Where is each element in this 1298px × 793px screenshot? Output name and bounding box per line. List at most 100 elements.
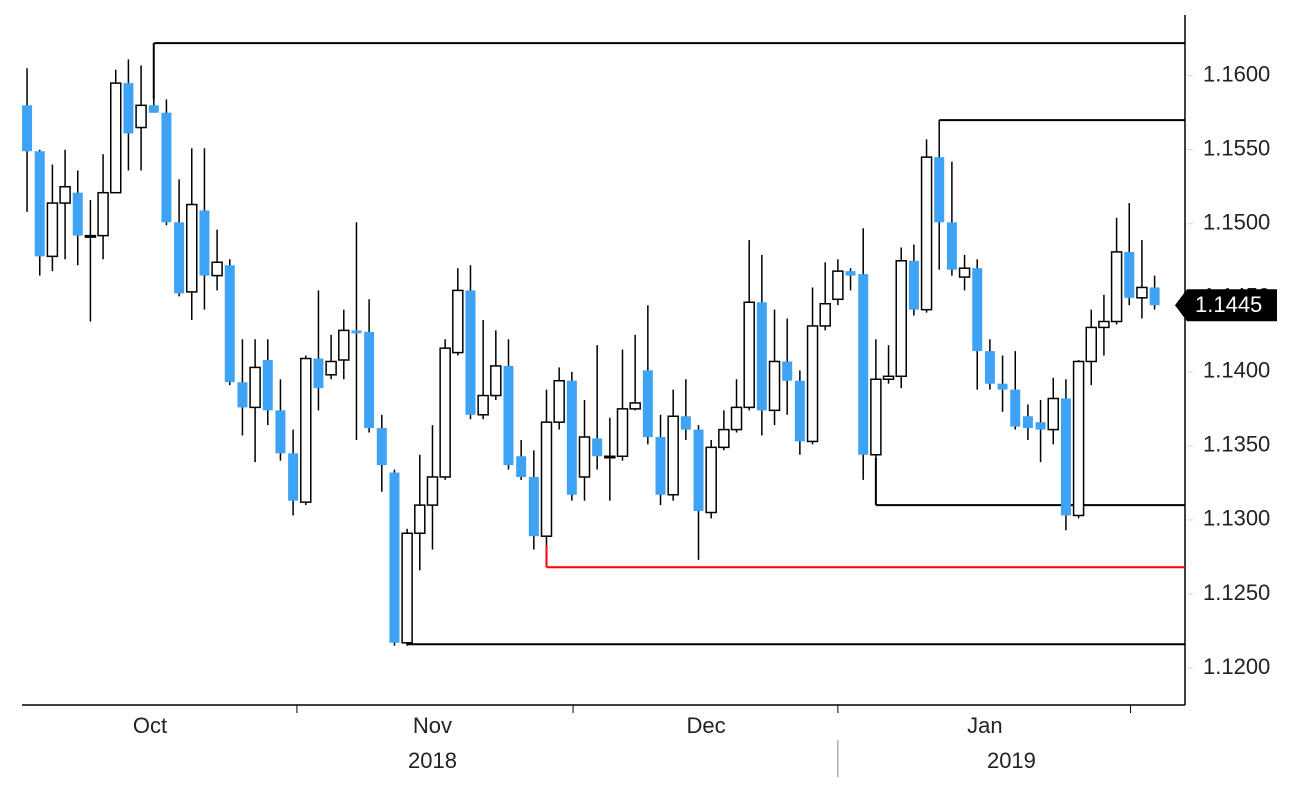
y-tick-label: 1.1600: [1203, 62, 1270, 87]
candle-body: [1072, 360, 1085, 517]
candle-body: [768, 360, 781, 412]
candle-body: [262, 360, 273, 411]
candle-body: [22, 105, 33, 152]
candle-body: [1124, 251, 1135, 298]
last-price-tag: [1175, 289, 1277, 322]
candle-body: [97, 191, 109, 237]
candle-body: [845, 271, 856, 276]
candle-body: [920, 156, 933, 311]
candle-body: [503, 365, 514, 466]
year-label: 2018: [408, 748, 457, 773]
candle-body: [148, 105, 159, 113]
candle-body: [109, 82, 122, 194]
candle-body: [1085, 326, 1098, 363]
last-price-label: 1.1445: [1195, 292, 1262, 317]
y-tick-label: 1.1350: [1203, 432, 1270, 457]
candle-body: [680, 416, 691, 430]
candle-body: [237, 382, 248, 408]
y-tick-label: 1.1400: [1203, 358, 1270, 383]
candle-body: [629, 402, 641, 410]
candle-body: [1035, 422, 1046, 430]
candle-body: [718, 428, 730, 449]
y-tick-label: 1.1550: [1203, 136, 1270, 161]
y-tick-label: 1.1200: [1203, 654, 1270, 679]
year-label: 2019: [987, 748, 1036, 773]
candle-body: [934, 157, 945, 223]
candle-body: [34, 151, 45, 257]
candle-body: [655, 436, 666, 495]
candle-body: [553, 379, 565, 423]
candle-body: [224, 265, 235, 383]
candle-body: [667, 415, 679, 496]
candle-body: [1136, 286, 1148, 299]
candle-body: [161, 112, 172, 223]
candle-body: [528, 476, 539, 537]
candle-body: [858, 274, 869, 455]
candle-body: [578, 436, 591, 478]
candle-body: [174, 222, 185, 294]
candle-body: [275, 410, 286, 454]
candle-body: [389, 472, 400, 643]
candle-body: [364, 331, 375, 429]
candle-body: [1149, 287, 1160, 306]
candle-body: [490, 365, 502, 397]
candle-body: [199, 210, 210, 276]
candle-body: [325, 360, 337, 376]
candle-body: [313, 358, 324, 389]
x-tick-label: Dec: [687, 713, 726, 738]
candle-body: [806, 325, 819, 443]
x-tick-label: Jan: [967, 713, 1002, 738]
candle-body: [288, 453, 299, 501]
x-tick-label: Nov: [413, 713, 452, 738]
candle-body: [401, 532, 413, 644]
candle-body: [730, 406, 743, 431]
y-tick-label: 1.1500: [1203, 210, 1270, 235]
candle-body: [743, 301, 755, 409]
candle-body: [439, 347, 451, 478]
candle-body: [1047, 397, 1059, 431]
candle-body: [794, 380, 805, 442]
candle-body: [465, 290, 476, 415]
candle-body: [211, 261, 223, 277]
candle-body: [997, 383, 1008, 390]
candle-body: [604, 455, 616, 459]
candle-body: [972, 268, 983, 352]
candle-body: [1098, 320, 1110, 329]
candle-body: [566, 380, 577, 495]
candle-body: [756, 302, 767, 411]
candle-body: [832, 270, 844, 301]
candle-body: [895, 260, 907, 378]
candle-body: [452, 289, 464, 354]
candle-body: [540, 421, 553, 537]
candle-body: [414, 504, 426, 534]
candle-body: [870, 378, 882, 456]
candle-body: [1022, 416, 1033, 429]
candle-body: [958, 267, 971, 278]
candle-body: [1060, 398, 1071, 516]
candle-body: [123, 83, 134, 134]
candle-body: [908, 260, 919, 310]
candle-body: [516, 456, 527, 477]
candle-body: [59, 186, 71, 204]
candle-body: [135, 104, 147, 129]
candle-body: [376, 428, 387, 466]
candle-body: [72, 192, 83, 236]
candle-body: [249, 366, 261, 409]
candle-body: [642, 370, 653, 437]
candle-body: [300, 357, 312, 503]
y-tick-label: 1.1250: [1203, 580, 1270, 605]
candle-body: [338, 329, 350, 361]
candle-body: [616, 408, 629, 457]
candle-body: [1010, 389, 1021, 427]
candle-body: [84, 234, 97, 238]
candle-body: [477, 394, 489, 416]
candle-body: [984, 351, 995, 384]
candle-body: [351, 330, 362, 334]
candle-body: [46, 202, 59, 258]
candle-body: [186, 203, 198, 293]
x-tick-label: Oct: [133, 713, 167, 738]
candle-body: [592, 438, 603, 457]
candle-body: [426, 476, 439, 506]
